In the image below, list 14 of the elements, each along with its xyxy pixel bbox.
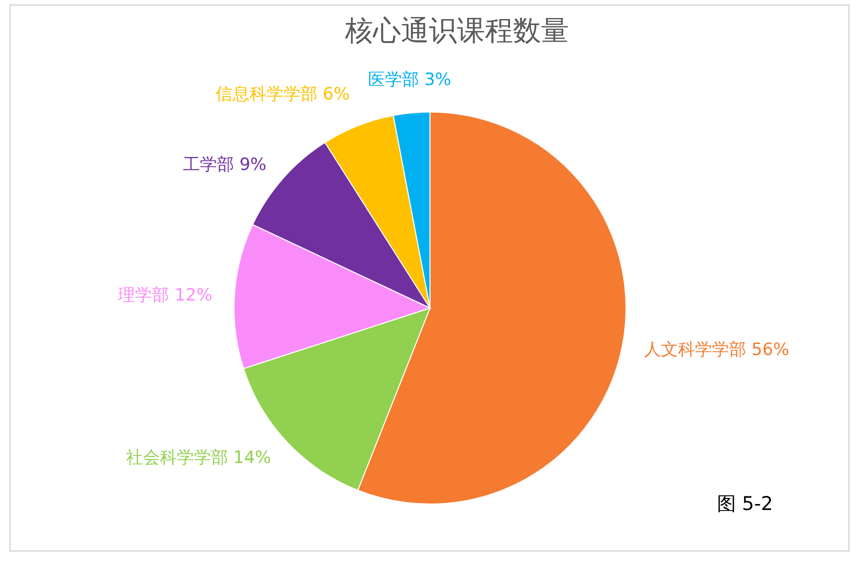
slice-label: 工学部 — [183, 154, 240, 175]
data-label: 3% — [424, 70, 452, 90]
data-label: 12% — [174, 285, 212, 306]
caption: 图 5-2 — [716, 493, 774, 515]
data-label: 9% — [239, 154, 266, 175]
data-label: 6% — [322, 84, 350, 104]
slice-label: 医学部 — [368, 70, 424, 90]
data-label: 14% — [233, 448, 272, 468]
slice-label: 社会科学学部 — [126, 448, 234, 468]
slice-label: 信息科学学部 — [215, 84, 323, 104]
data-label: 56% — [752, 340, 790, 360]
slice-label: 人文科学学部 — [644, 340, 752, 360]
chart-title: 核心通识课程数量 — [344, 14, 569, 47]
slice-label: 理学部 — [118, 285, 175, 306]
